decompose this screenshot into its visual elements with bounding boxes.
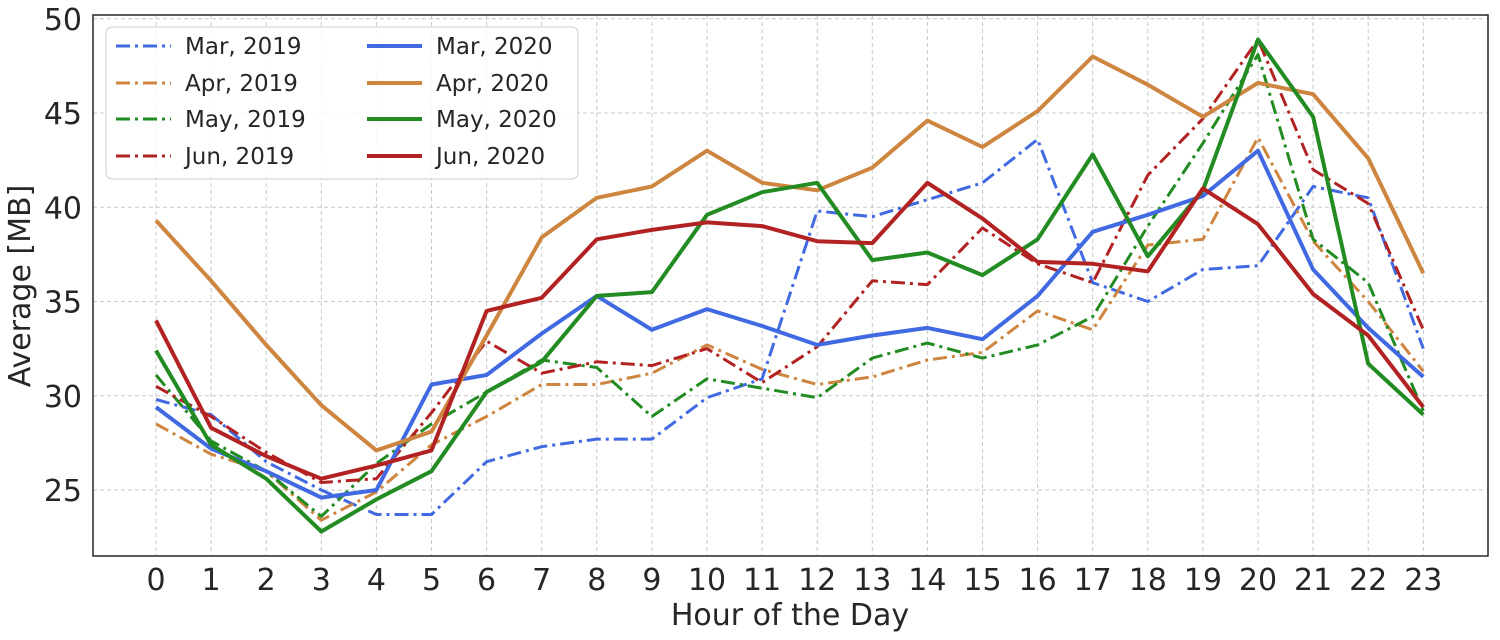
series-line-may-2020: [154, 37, 1425, 534]
series-line-may-2019: [154, 53, 1425, 518]
x-tick-label: 3: [312, 563, 331, 598]
series-line-mar-2020: [154, 148, 1425, 500]
x-tick-label: 20: [1239, 563, 1277, 598]
y-tick-label: 50: [44, 3, 82, 38]
x-tick-label: 22: [1349, 563, 1387, 598]
legend-label: May, 2020: [436, 107, 557, 133]
x-tick-label: 13: [853, 563, 891, 598]
series-layer: [154, 37, 1426, 534]
x-tick-label: 10: [688, 563, 726, 598]
x-tick-label: 18: [1129, 563, 1167, 598]
y-tick-label: 35: [44, 286, 82, 321]
x-tick-label: 14: [908, 563, 946, 598]
x-tick-label: 15: [963, 563, 1001, 598]
legend-label: Jun, 2020: [434, 144, 545, 170]
y-tick-label: 30: [44, 380, 82, 415]
x-tick-label: 12: [798, 563, 836, 598]
legend-label: Apr, 2019: [185, 71, 298, 97]
x-tick-label: 16: [1019, 563, 1057, 598]
legend-label: Jun, 2019: [183, 144, 294, 170]
legend: Mar, 2019 Apr, 2019 May, 2019 Jun, 2019 Mar,…: [105, 26, 579, 180]
x-tick-label: 7: [532, 563, 551, 598]
series-line-jun-2020: [154, 180, 1425, 481]
x-tick-label: 23: [1404, 563, 1442, 598]
series-line-mar-2019: [155, 137, 1425, 516]
y-tick-label: 40: [44, 191, 82, 226]
x-tick-label: 11: [743, 563, 781, 598]
plot-frame: [92, 14, 1489, 557]
legend-label: Apr, 2020: [436, 71, 549, 97]
legend-box: [105, 26, 579, 180]
x-tick-label: 21: [1294, 563, 1332, 598]
y-tick-label: 25: [44, 474, 82, 509]
tick-layer: 0 1 2 3 4 5 6 7 8 9 10 11 12 13 14 15 16 17 18 19 20 21 22 2325…: [44, 3, 1443, 598]
x-tick-label: 4: [367, 563, 386, 598]
x-tick-label: 9: [642, 563, 661, 598]
x-tick-label: 1: [202, 563, 221, 598]
y-axis-label: Average [MB]: [3, 185, 38, 388]
x-tick-label: 0: [146, 563, 165, 598]
x-axis-label: Hour of the Day: [671, 598, 909, 633]
x-tick-label: 5: [422, 563, 441, 598]
x-tick-label: 2: [257, 563, 276, 598]
legend-label: May, 2019: [185, 107, 306, 133]
x-tick-label: 6: [477, 563, 496, 598]
series-line-apr-2019: [155, 136, 1425, 522]
legend-label: Mar, 2019: [185, 34, 302, 60]
x-tick-label: 19: [1184, 563, 1222, 598]
x-tick-label: 8: [587, 563, 606, 598]
legend-label: Mar, 2020: [436, 34, 553, 60]
series-line-jun-2019: [155, 38, 1425, 484]
x-tick-label: 17: [1074, 563, 1112, 598]
y-tick-label: 45: [44, 97, 82, 132]
